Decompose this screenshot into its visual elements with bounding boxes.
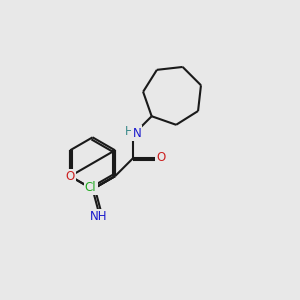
Text: O: O	[65, 170, 75, 183]
Text: H: H	[124, 125, 133, 138]
Text: N: N	[133, 127, 141, 140]
Text: NH: NH	[90, 210, 108, 224]
Text: O: O	[156, 152, 165, 164]
Text: Cl: Cl	[85, 181, 97, 194]
